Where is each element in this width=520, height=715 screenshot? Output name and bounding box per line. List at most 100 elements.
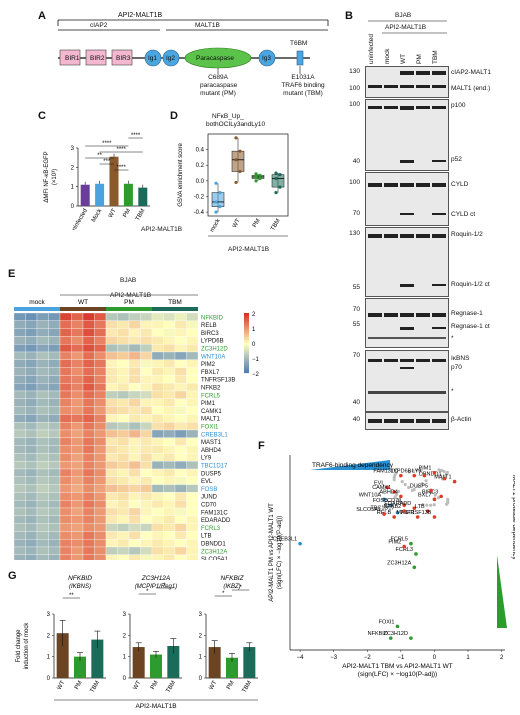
heatmap-cell <box>71 484 84 493</box>
heatmap-cell <box>59 367 72 376</box>
heatmap-cell <box>105 344 118 353</box>
heatmap-cell <box>59 383 72 392</box>
x-tick-label: Mock <box>91 207 104 223</box>
heatmap-cell <box>82 468 95 477</box>
box-point <box>238 149 242 153</box>
heatmap-cell <box>36 390 49 399</box>
ig1-label: Ig1 <box>148 55 158 62</box>
heatmap-cell <box>13 523 26 532</box>
gene-point <box>422 473 427 478</box>
heatmap-cell <box>105 476 118 485</box>
heatmap-cell <box>128 429 141 438</box>
box-point <box>278 185 282 189</box>
heatmap-cell <box>71 461 84 470</box>
heatmap-cell <box>117 344 130 353</box>
heatmap-cell <box>48 414 61 423</box>
heatmap-cell <box>186 398 199 407</box>
bar <box>150 654 162 678</box>
heatmap-cell <box>186 515 199 524</box>
y-tick-label: 3 <box>47 612 51 618</box>
gene-label: NFKB2 <box>201 386 221 392</box>
box-point <box>218 205 222 209</box>
colorbar-segment <box>244 353 249 356</box>
background-point <box>424 479 428 483</box>
heatmap-cell <box>25 414 38 423</box>
box-point <box>214 200 218 204</box>
heatmap-cell <box>82 383 95 392</box>
heatmap-cell <box>59 375 72 384</box>
heatmap-cell <box>13 484 26 493</box>
heatmap-cell <box>94 500 107 509</box>
heatmap-cell <box>71 328 84 337</box>
heatmap-cell <box>25 437 38 446</box>
gene-point-label: EDARADD <box>384 501 411 507</box>
heatmap-cell <box>71 359 84 368</box>
sig-stars: **** <box>117 147 127 153</box>
heatmap-cell <box>117 406 130 415</box>
heatmap-cell <box>117 375 130 384</box>
heatmap-cell <box>48 390 61 399</box>
colorbar-tick: −2 <box>252 372 260 378</box>
traf6-wedge <box>310 460 390 470</box>
heatmap-cell <box>151 328 164 337</box>
heatmap-cell <box>71 344 84 353</box>
heatmap-cell <box>25 546 38 555</box>
heatmap-cell <box>163 336 176 345</box>
y-axis-label: (sign(LFC) × −log10(P-adj)) <box>277 516 283 589</box>
heatmap-cell <box>140 398 153 407</box>
heatmap-cell <box>186 367 199 376</box>
heatmap-cell <box>82 531 95 540</box>
gene-label: ZC3H12D <box>201 347 228 353</box>
heatmap-cell <box>186 351 199 360</box>
gene-point-label: EVL <box>374 481 384 487</box>
heatmap-cell <box>151 414 164 423</box>
x-tick-label: WT <box>108 208 118 219</box>
background-point <box>407 485 411 490</box>
heatmap-cell <box>140 429 153 438</box>
heatmap-cell <box>117 515 130 524</box>
sig-stars: * <box>163 583 166 589</box>
bar <box>226 657 238 678</box>
background-point <box>394 492 399 496</box>
gene-point <box>439 494 443 499</box>
bar <box>56 633 69 678</box>
heatmap-cell <box>105 445 118 454</box>
y-tick-label: 3 <box>123 612 127 618</box>
protease-label: MALT1 protease dependency <box>511 475 515 561</box>
heatmap-cell <box>140 468 153 477</box>
heatmap-cell <box>71 531 84 540</box>
x-tick-label: WT <box>133 680 143 691</box>
heatmap-cell <box>94 461 107 470</box>
heatmap-cell <box>25 539 38 548</box>
heatmap-cell <box>25 312 38 321</box>
bar <box>132 647 145 678</box>
heatmap-cell <box>13 453 26 462</box>
heatmap-cell <box>140 507 153 516</box>
blot-label: IκBNS <box>451 355 470 362</box>
gene-point-label: FAM131C <box>373 469 397 475</box>
heatmap-cell <box>25 422 38 431</box>
bar <box>95 183 105 206</box>
heatmap-cell <box>105 515 118 524</box>
heatmap-cell <box>13 406 26 415</box>
heatmap-cell <box>25 398 38 407</box>
heatmap-cell <box>163 531 176 540</box>
heatmap-cell <box>59 320 72 329</box>
colorbar-segment <box>244 343 249 345</box>
heatmap-cell <box>71 367 84 376</box>
gene-point <box>412 473 417 478</box>
heatmap-cell <box>151 539 164 548</box>
heatmap-cell <box>25 375 38 384</box>
y-tick-label: 1 <box>47 655 51 661</box>
heatmap-cell <box>174 484 187 493</box>
heatmap-cell <box>36 367 49 376</box>
heatmap-cell <box>94 531 107 540</box>
heatmap-cell <box>82 445 95 454</box>
gene-point-label: BXL7 <box>418 492 431 498</box>
heatmap-cell <box>13 359 26 368</box>
heatmap-cell <box>82 554 95 560</box>
blot-marker: 55 <box>352 284 360 291</box>
heatmap-cell <box>94 344 107 353</box>
gene-point <box>402 509 407 513</box>
heatmap-cell <box>13 468 26 477</box>
